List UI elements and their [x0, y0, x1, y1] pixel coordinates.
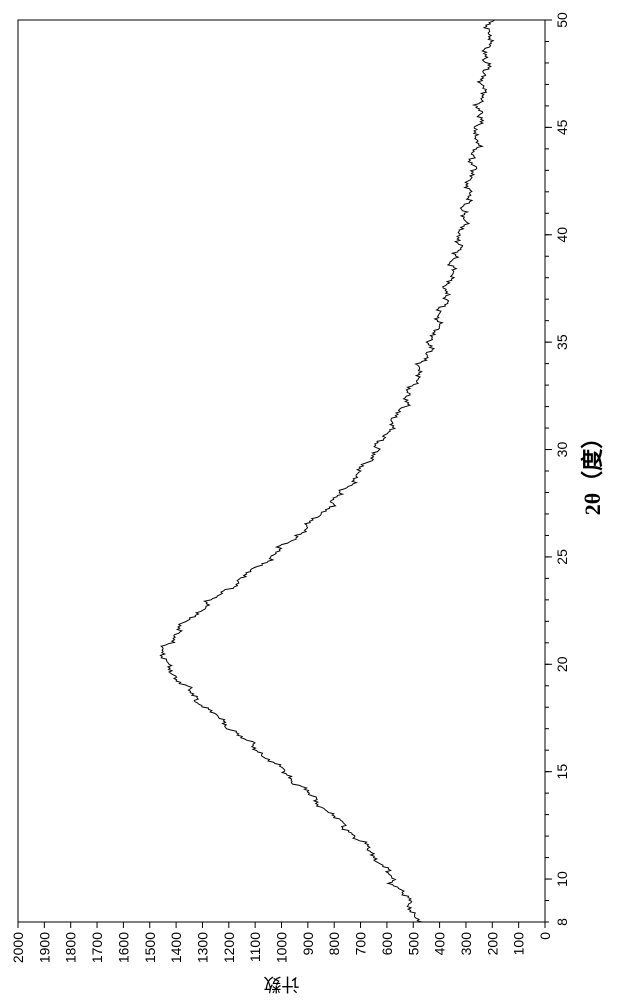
y-tick-label: 600 [379, 932, 395, 956]
x-axis-label: 2θ（度） [580, 427, 605, 515]
y-axis-label: 计数 [264, 974, 300, 994]
x-tick-label: 25 [554, 549, 570, 565]
y-tick-label: 1000 [274, 932, 290, 963]
y-tick-label: 900 [300, 932, 316, 956]
y-tick-label: 700 [353, 932, 369, 956]
y-tick-label: 500 [405, 932, 421, 956]
x-tick-label: 45 [554, 119, 570, 135]
x-tick-label: 8 [554, 918, 570, 926]
x-tick-label: 40 [554, 227, 570, 243]
y-tick-label: 1600 [115, 932, 131, 963]
x-tick-label: 35 [554, 334, 570, 350]
y-tick-label: 200 [484, 932, 500, 956]
plot-frame [18, 20, 545, 922]
y-tick-label: 800 [326, 932, 342, 956]
y-tick-label: 1700 [89, 932, 105, 963]
x-tick-label: 10 [554, 871, 570, 887]
x-tick-label: 15 [554, 764, 570, 780]
y-tick-label: 1800 [63, 932, 79, 963]
y-tick-label: 400 [432, 932, 448, 956]
y-tick-label: 2000 [10, 932, 26, 963]
x-tick-label: 50 [554, 12, 570, 28]
chart-svg: 0 100 200 300 400 500 600 700 800 900 1000 1100 1200… [0, 0, 621, 1000]
y-tick-label: 300 [458, 932, 474, 956]
y-tick-label: 0 [537, 932, 553, 940]
x-tick-label: 20 [554, 656, 570, 672]
xrd-chart: 0 100 200 300 400 500 600 700 800 900 1000 1100 1200… [0, 379, 621, 1000]
x-tick-label: 30 [554, 442, 570, 458]
y-tick-label: 1100 [247, 932, 263, 962]
y-tick-label: 1200 [221, 932, 237, 963]
xrd-trace [160, 20, 494, 922]
y-tick-label: 1300 [194, 932, 210, 963]
y-tick-label: 100 [511, 932, 527, 956]
y-tick-label: 1900 [36, 932, 52, 963]
y-tick-label: 1500 [142, 932, 158, 963]
y-tick-label: 1400 [168, 932, 184, 963]
